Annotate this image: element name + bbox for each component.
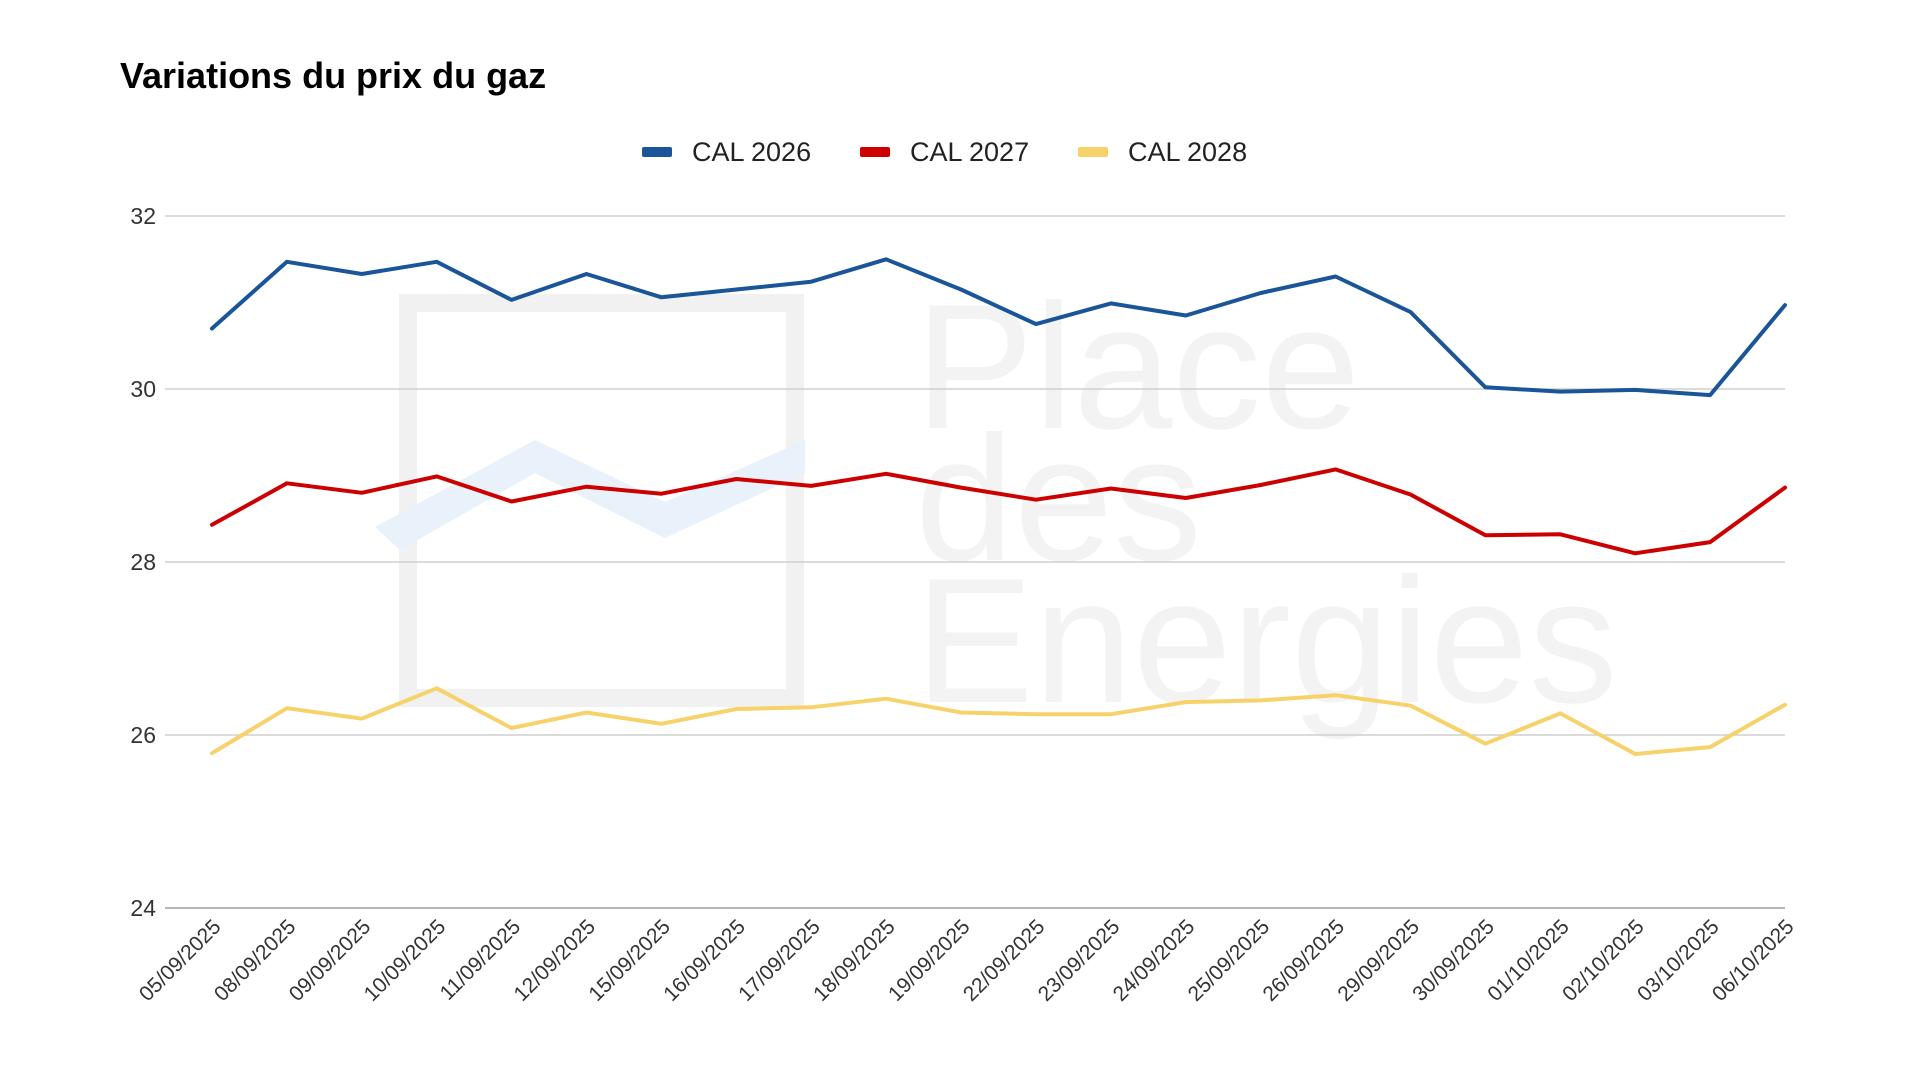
legend-label: CAL 2026 bbox=[692, 137, 811, 167]
x-axis: 05/09/202508/09/202509/09/202510/09/2025… bbox=[135, 915, 1799, 1006]
y-tick-label: 32 bbox=[130, 203, 156, 229]
x-tick-label: 10/09/2025 bbox=[360, 915, 451, 1006]
legend-item: CAL 2027 bbox=[860, 137, 1029, 167]
series-line-cal-2026 bbox=[210, 257, 1787, 398]
y-tick-label: 28 bbox=[130, 549, 156, 575]
legend-label: CAL 2027 bbox=[910, 137, 1029, 167]
watermark-chevron bbox=[375, 440, 805, 550]
chart-title: Variations du prix du gaz bbox=[120, 55, 546, 96]
watermark-text-line: des bbox=[915, 399, 1202, 598]
y-tick-label: 24 bbox=[130, 895, 156, 921]
y-axis: 24 26 28 30 32 bbox=[130, 203, 156, 921]
legend-swatch bbox=[642, 147, 672, 157]
y-tick-label: 26 bbox=[130, 722, 156, 748]
legend-label: CAL 2028 bbox=[1128, 137, 1247, 167]
x-tick-label: 06/10/2025 bbox=[1708, 915, 1799, 1006]
watermark-text-line: Place bbox=[915, 267, 1360, 466]
series-line-cal-2027 bbox=[210, 467, 1787, 556]
legend-swatch bbox=[1078, 147, 1108, 157]
legend-swatch bbox=[860, 147, 890, 157]
series-lines bbox=[210, 257, 1787, 756]
y-tick-label: 30 bbox=[130, 376, 156, 402]
series-line-cal-2028 bbox=[210, 686, 1787, 756]
legend-item: CAL 2028 bbox=[1078, 137, 1247, 167]
legend-item: CAL 2026 bbox=[642, 137, 811, 167]
watermark-text-line: Energies bbox=[915, 541, 1618, 740]
legend: CAL 2026 CAL 2027 CAL 2028 bbox=[642, 137, 1247, 167]
watermark-frame bbox=[399, 294, 804, 707]
